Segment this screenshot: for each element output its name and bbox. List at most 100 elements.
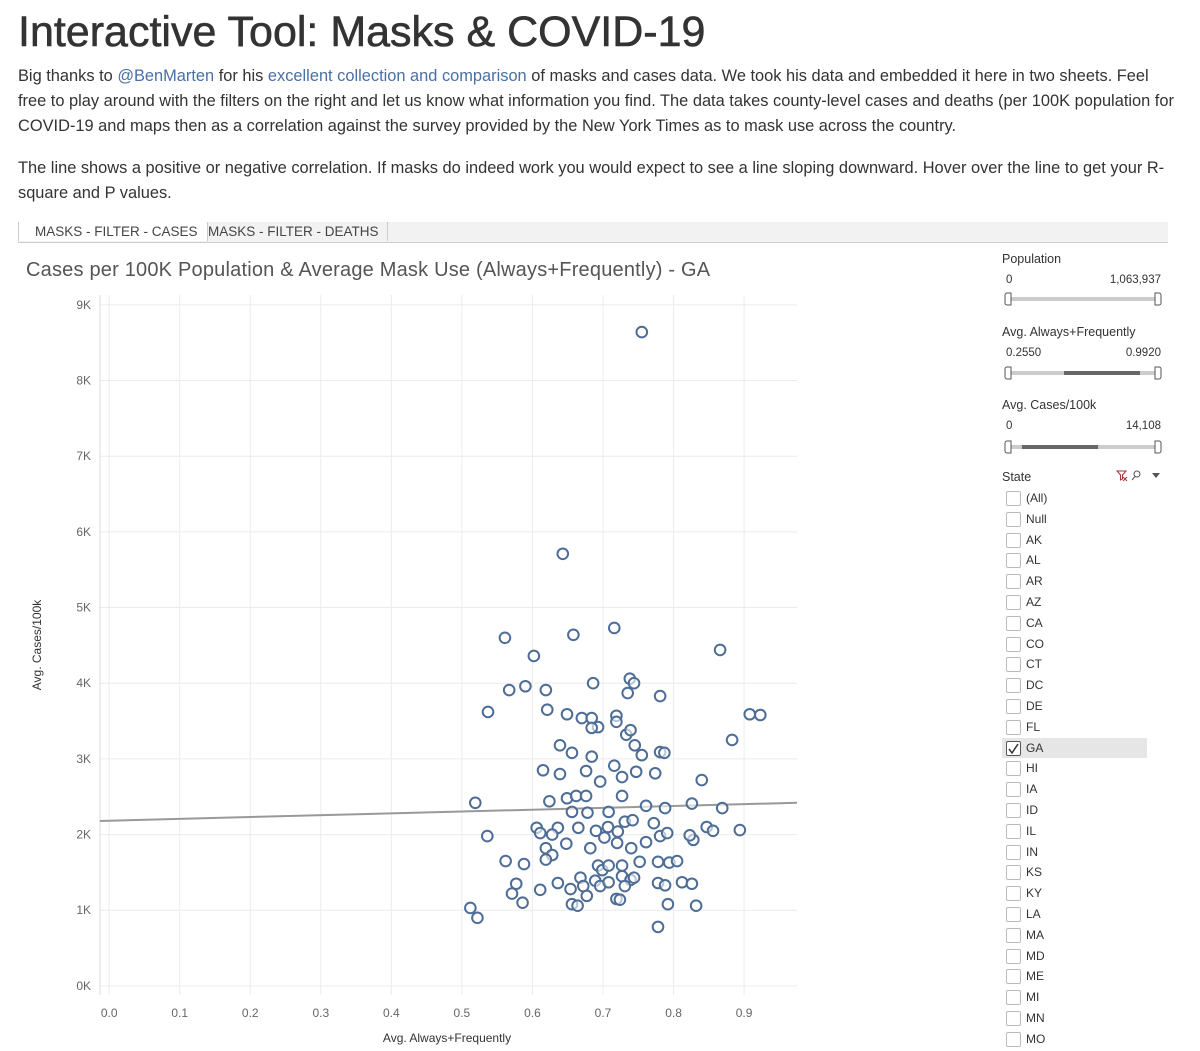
state-option[interactable]: GA: [1002, 737, 1147, 758]
tab[interactable]: MASKS - FILTER - CASES: [18, 222, 208, 241]
scatter-point: [469, 796, 482, 810]
x-tick-label: 0.6: [524, 1006, 541, 1020]
filter-label: Avg. Cases/100k: [1002, 398, 1097, 412]
scatter-point: [481, 705, 495, 719]
scatter-point: [624, 723, 637, 737]
scatter-point: [602, 805, 615, 819]
scatter-point: [464, 901, 477, 915]
state-option[interactable]: MD: [1002, 946, 1147, 966]
checkbox[interactable]: [1006, 803, 1021, 818]
scatter-point: [675, 875, 689, 889]
checkbox[interactable]: [1006, 844, 1021, 860]
state-option[interactable]: (All): [1002, 488, 1147, 508]
checkbox[interactable]: [1006, 1031, 1021, 1047]
state-option[interactable]: MI: [1002, 987, 1147, 1007]
state-option[interactable]: KS: [1002, 862, 1147, 882]
state-option[interactable]: HI: [1002, 758, 1147, 778]
checkbox[interactable]: [1006, 615, 1021, 631]
scatter-point: [572, 821, 585, 835]
state-option[interactable]: CA: [1002, 613, 1147, 633]
checkbox[interactable]: [1006, 678, 1021, 694]
scatter-point: [580, 889, 594, 903]
checkbox[interactable]: [1006, 491, 1021, 506]
state-option[interactable]: FL: [1002, 717, 1147, 737]
checkbox[interactable]: [1006, 761, 1021, 777]
checkbox[interactable]: [1006, 782, 1021, 798]
state-option[interactable]: Null: [1002, 509, 1147, 529]
state-label: CO: [1026, 636, 1044, 651]
state-option[interactable]: ME: [1002, 966, 1147, 986]
scatter-point: [601, 820, 615, 834]
x-tick-label: 0.8: [665, 1006, 682, 1020]
y-axis-title: Avg. Cases/100k: [30, 599, 44, 690]
checkbox[interactable]: [1006, 636, 1021, 652]
slider[interactable]: [1004, 366, 1162, 380]
x-tick-label: 0.0: [101, 1006, 118, 1020]
scatter-point: [502, 683, 516, 697]
scatter-point: [551, 876, 565, 890]
checkbox[interactable]: [1006, 886, 1021, 902]
state-option[interactable]: AL: [1002, 550, 1147, 570]
checkbox[interactable]: [1006, 948, 1021, 964]
checkbox[interactable]: [1006, 532, 1021, 548]
state-option[interactable]: MA: [1002, 925, 1147, 945]
state-option[interactable]: LA: [1002, 904, 1147, 924]
state-option[interactable]: IN: [1002, 842, 1147, 862]
checkbox[interactable]: [1006, 657, 1021, 673]
scatter-point: [629, 765, 643, 779]
scatter-point: [610, 836, 624, 850]
checkbox[interactable]: [1006, 990, 1021, 1006]
checkbox[interactable]: [1006, 595, 1021, 610]
checkbox[interactable]: [1006, 719, 1021, 735]
state-option[interactable]: DE: [1002, 696, 1147, 716]
scatter-point: [585, 750, 599, 763]
scatter-point: [589, 824, 603, 838]
checkbox[interactable]: [1006, 823, 1021, 839]
checkbox[interactable]: [1006, 969, 1021, 985]
scatter-point: [519, 679, 532, 693]
scatter-point: [602, 875, 615, 889]
scatter-point: [647, 816, 661, 830]
state-option[interactable]: KY: [1002, 883, 1147, 903]
scatter-point: [539, 853, 553, 866]
scatter-point: [540, 703, 554, 717]
state-option[interactable]: ID: [1002, 800, 1147, 820]
state-option[interactable]: CT: [1002, 654, 1147, 674]
slider[interactable]: [1004, 440, 1162, 454]
slider[interactable]: [1004, 292, 1162, 306]
checkbox[interactable]: [1006, 699, 1021, 714]
checkbox[interactable]: [1006, 927, 1021, 943]
intro-paragraph: Big thanks to @BenMarten for his excelle…: [18, 64, 1180, 139]
scatter-point: [658, 801, 672, 815]
scatter-point: [635, 748, 649, 762]
checkbox[interactable]: [1006, 740, 1021, 756]
state-option[interactable]: AR: [1002, 571, 1147, 591]
state-option[interactable]: IL: [1002, 821, 1147, 841]
x-tick-label: 0.3: [312, 1006, 329, 1020]
filter-sliders: [1004, 292, 1162, 454]
scatter-point: [624, 841, 638, 855]
state-option[interactable]: MO: [1002, 1029, 1147, 1049]
checkbox[interactable]: [1006, 907, 1021, 922]
state-option[interactable]: AK: [1002, 530, 1147, 550]
link[interactable]: @BenMarten: [117, 67, 215, 85]
state-option[interactable]: CO: [1002, 634, 1147, 654]
state-label: AL: [1026, 553, 1041, 568]
tab[interactable]: MASKS - FILTER - DEATHS: [200, 222, 388, 241]
checkbox[interactable]: [1006, 553, 1021, 569]
state-label: (All): [1026, 491, 1048, 505]
filter-icons[interactable]: [1114, 468, 1164, 484]
state-option[interactable]: MN: [1002, 1008, 1147, 1028]
link[interactable]: excellent collection and comparison: [267, 67, 527, 85]
state-option[interactable]: IA: [1002, 779, 1147, 799]
scatter-point: [579, 789, 593, 803]
state-label: MO: [1026, 1031, 1046, 1046]
checkbox[interactable]: [1006, 1011, 1021, 1026]
state-option[interactable]: DC: [1002, 675, 1147, 695]
checkbox[interactable]: [1006, 574, 1021, 590]
state-option[interactable]: AZ: [1002, 592, 1147, 612]
x-tick-label: 0.9: [736, 1006, 753, 1020]
checkbox[interactable]: [1006, 865, 1021, 881]
checkbox[interactable]: [1006, 511, 1021, 527]
